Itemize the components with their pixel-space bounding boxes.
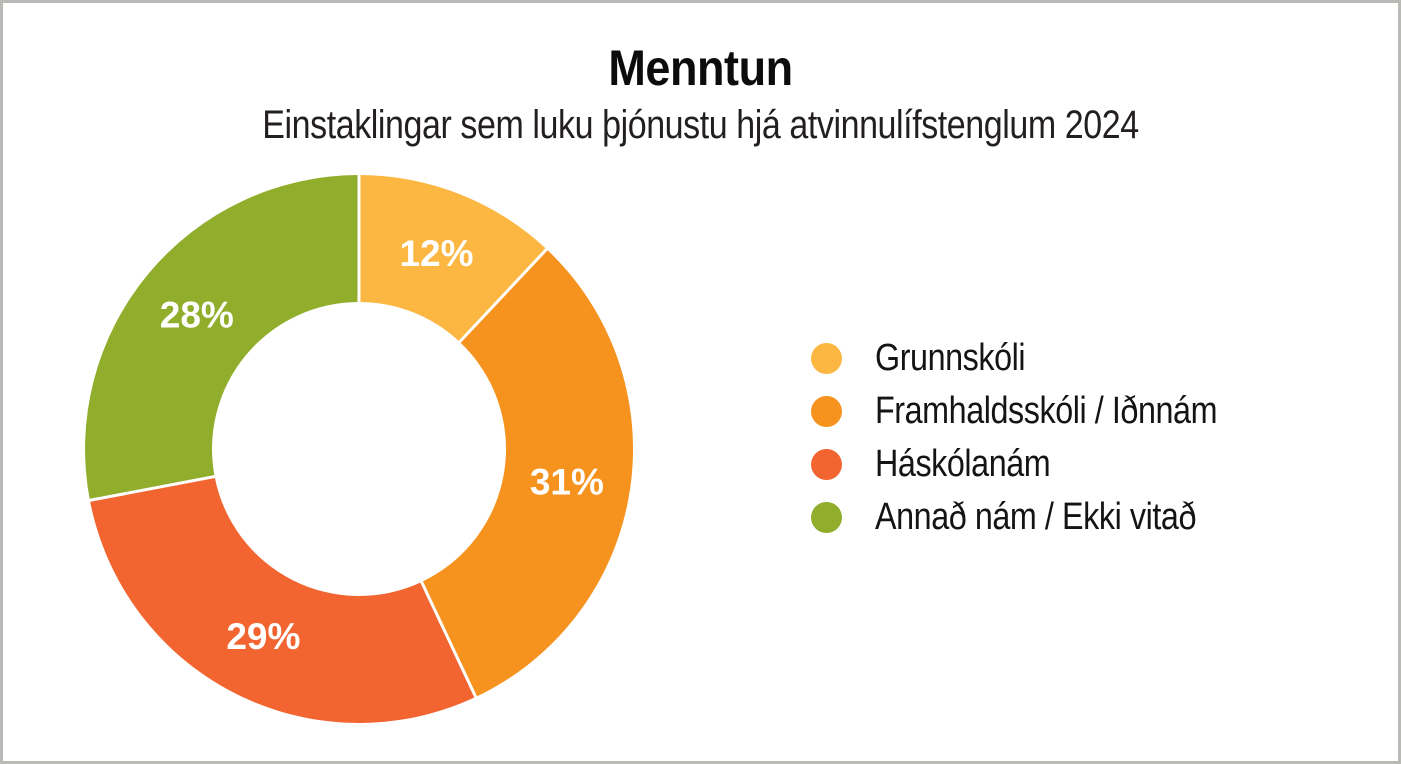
legend-item-label: Annað nám / Ekki vitað [875,496,1197,538]
segment-data-label: 31% [530,461,604,502]
segment-data-label: 28% [160,294,234,335]
segment-data-label: 12% [399,233,473,274]
donut-segment-2 [421,249,633,697]
segment-separator [88,474,216,502]
donut-segment-1 [359,175,547,342]
legend-item: Grunnskóli [811,332,1277,385]
legend-color-dot [811,343,842,374]
chart-subtitle: Einstaklingar sem luku þjónustu hjá atvi… [262,103,1139,147]
segment-data-label: 29% [226,616,300,657]
legend-swatch-icon [811,502,842,533]
legend-item: Háskólanám [811,438,1277,491]
chart-legend: Grunnskóli Framhaldsskóli / Iðnnám Háskó… [811,332,1277,544]
legend-color-dot [811,449,842,480]
chart-canvas: Menntun Einstaklingar sem luku þjónustu … [3,3,1398,761]
segment-separator [419,580,478,699]
segment-separator [457,247,549,344]
legend-item-label: Grunnskóli [875,337,1026,379]
legend-swatch-icon [811,343,842,374]
legend-item-label: Framhaldsskóli / Iðnnám [875,390,1218,432]
legend-color-dot [811,502,842,533]
legend-color-dot [811,396,842,427]
donut-segment-3 [89,476,476,723]
legend-item: Annað nám / Ekki vitað [811,491,1277,544]
donut-chart: 12% 31% 29% 28% [85,174,633,723]
legend-item-label: Háskólanám [875,443,1051,485]
legend-item: Framhaldsskóli / Iðnnám [811,385,1277,438]
chart-title: Menntun [608,40,793,96]
donut-segment-4 [85,175,360,501]
legend-swatch-icon [811,396,842,427]
legend-swatch-icon [811,449,842,480]
